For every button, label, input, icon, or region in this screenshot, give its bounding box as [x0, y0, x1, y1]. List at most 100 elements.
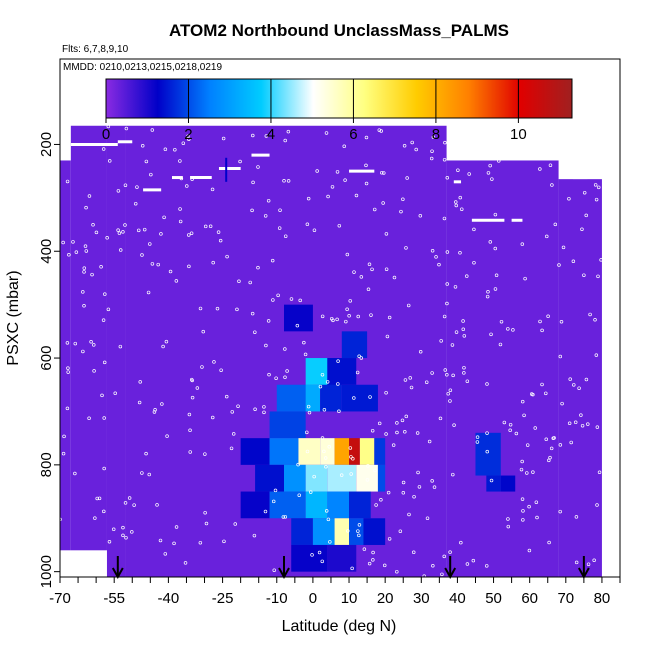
- track-point: [271, 298, 275, 302]
- track-point: [594, 197, 599, 202]
- track-point: [520, 242, 525, 246]
- track-point: [410, 140, 414, 145]
- track-point: [584, 377, 589, 382]
- track-point: [442, 216, 447, 221]
- x-tick-label: 0: [309, 590, 317, 607]
- track-point: [150, 262, 155, 266]
- track-point: [580, 227, 584, 232]
- track-point: [493, 246, 498, 251]
- track-point: [320, 372, 325, 377]
- track-point: [161, 344, 165, 349]
- track-point: [377, 421, 382, 426]
- track-point: [346, 529, 350, 533]
- track-point: [336, 359, 340, 363]
- heatmap-cell: [284, 304, 313, 332]
- track-point: [465, 379, 470, 383]
- heatmap-cell: [327, 491, 350, 519]
- track-point: [250, 311, 255, 316]
- track-point: [343, 178, 347, 182]
- track-point: [534, 500, 539, 504]
- track-point: [544, 391, 548, 396]
- heatmap-cell: [327, 358, 357, 385]
- heatmap-cell: [269, 491, 306, 519]
- track-point: [497, 159, 501, 163]
- track-point: [65, 179, 70, 184]
- track-point: [580, 423, 585, 428]
- track-point: [204, 521, 209, 526]
- track-point: [306, 196, 311, 201]
- track-point: [83, 244, 88, 248]
- track-point: [305, 430, 309, 435]
- coverage-cell: [60, 160, 71, 551]
- track-point: [403, 430, 407, 434]
- track-point: [336, 382, 340, 386]
- track-point: [550, 183, 554, 187]
- track-point: [582, 190, 587, 195]
- x-tick-label: 70: [557, 590, 574, 607]
- track-point: [82, 270, 86, 274]
- track-point: [384, 267, 389, 271]
- track-point: [527, 548, 532, 553]
- heatmap-cell: [312, 518, 335, 545]
- track-point: [127, 496, 132, 500]
- track-point: [392, 275, 397, 280]
- track-point: [540, 382, 544, 387]
- track-point: [117, 231, 122, 235]
- track-point: [187, 264, 191, 269]
- colorbar-tick-label: 8: [432, 126, 440, 143]
- track-point: [465, 274, 469, 278]
- track-point: [102, 509, 106, 514]
- track-point: [459, 207, 464, 211]
- chart-subtitle: Flts: 6,7,8,9,10: [62, 44, 129, 55]
- track-point: [366, 287, 371, 292]
- x-tick-label: -40: [158, 590, 180, 607]
- track-point: [152, 410, 157, 414]
- track-point: [559, 320, 564, 324]
- track-point: [402, 144, 407, 148]
- track-point: [107, 159, 112, 163]
- track-point: [172, 541, 176, 546]
- colorbar-tick-label: 10: [510, 126, 527, 143]
- track-point: [425, 516, 430, 520]
- track-point: [364, 135, 369, 140]
- track-point: [367, 561, 372, 566]
- track-point: [584, 213, 588, 218]
- track-point: [352, 396, 356, 400]
- track-point: [236, 404, 240, 408]
- track-point: [558, 354, 563, 359]
- track-point: [424, 380, 429, 384]
- track-point: [465, 562, 470, 566]
- track-point: [525, 471, 529, 475]
- track-point: [198, 306, 203, 311]
- track-point: [158, 538, 163, 543]
- track-point: [250, 208, 254, 213]
- track-point: [531, 470, 535, 474]
- track-point: [448, 550, 452, 554]
- colorbar-tick-label: 0: [102, 126, 110, 143]
- x-tick-label: -25: [212, 590, 234, 607]
- track-point: [320, 559, 325, 564]
- track-point: [200, 365, 204, 369]
- track-point: [335, 170, 340, 174]
- track-point: [366, 464, 370, 468]
- track-point: [567, 421, 572, 425]
- track-point: [283, 138, 287, 143]
- track-point: [147, 472, 151, 477]
- track-point: [342, 144, 346, 149]
- track-point: [286, 129, 291, 134]
- track-point: [283, 347, 287, 351]
- track-point: [130, 530, 134, 534]
- track-point: [560, 401, 564, 406]
- track-point: [548, 455, 552, 460]
- track-point: [315, 169, 319, 173]
- track-point: [137, 400, 142, 405]
- track-point: [65, 341, 70, 345]
- heatmap-cell: [349, 491, 371, 519]
- track-point: [203, 510, 207, 515]
- track-point: [322, 408, 327, 412]
- track-point: [320, 314, 325, 319]
- heatmap-cell: [240, 438, 270, 465]
- track-point: [103, 292, 107, 296]
- track-point: [546, 314, 550, 319]
- track-point: [417, 485, 422, 489]
